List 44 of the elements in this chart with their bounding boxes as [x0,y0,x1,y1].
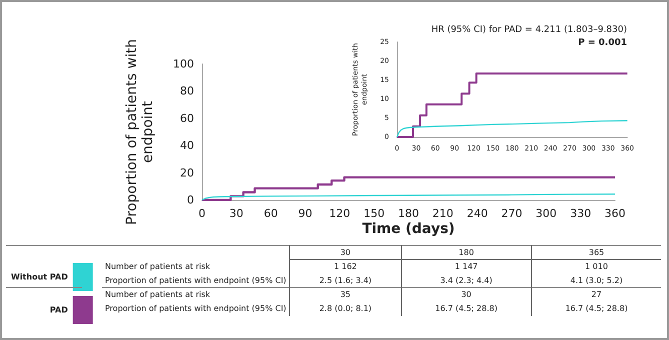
legend-label: PAD [50,306,68,314]
x-tick-label: 120 [329,207,350,220]
text: 180 [401,246,532,260]
y-axis-title: Proportion of patients with endpoint [124,39,156,225]
text: 3.4 (2.3; 4.4) [401,274,532,288]
x-tick-label: 300 [536,207,557,220]
legend-label: Without PAD [10,272,68,282]
y-tick-label: 40 [180,139,194,152]
text: 30 [401,288,532,302]
text: 35 [290,288,402,302]
text: HR (95% CI) for PAD = 4.211 (1.803–9.830) [431,24,627,37]
x-tick-label: 30 [229,207,244,220]
text: Proportion of patients with endpoint (95% CI) [104,274,288,287]
annotation: P = 0.001 [577,37,627,50]
text: 2.5 (1.6; 3.4) [290,274,402,288]
text: 1 010 [532,260,661,274]
x-tick-label: 240 [466,207,488,220]
x-tick-label: 210 [432,207,454,220]
x-tick-label: 0 [198,207,206,220]
text: Number of patients at risk [102,288,290,302]
x-tick-label: 180 [398,207,419,220]
text: 30 [290,246,402,260]
text: 16.7 (4.5; 28.8) [532,302,661,316]
x-tick-label: 270 [501,207,522,220]
text: Number of patients at risk [104,261,212,273]
y-tick-label: 60 [180,112,194,125]
text: 365 [532,246,661,260]
y-tick-label: 100 [173,58,194,70]
y-tick-label: 80 [180,84,194,98]
text: 16.7 (4.5; 28.8) [401,302,532,316]
x-tick-label: 90 [298,207,312,220]
y-tick-label: 20 [180,166,194,180]
text: 1 147 [401,260,532,274]
text: 1 162 [290,260,402,274]
text: Proportion of patients with endpoint (95% CI) [104,303,288,316]
y-tick-label: 0 [187,194,194,206]
x-tick-label: 330 [570,207,592,220]
text: 2.8 (0.0; 8.1) [290,302,402,316]
x-tick-label: 360 [604,207,626,220]
x-tick-label: 150 [364,207,385,220]
x-axis-title: Time (days) [362,221,455,237]
x-tick-label: 60 [264,207,278,220]
text: 27 [532,288,661,302]
text: 4.1 (3.0; 5.2) [532,274,661,288]
